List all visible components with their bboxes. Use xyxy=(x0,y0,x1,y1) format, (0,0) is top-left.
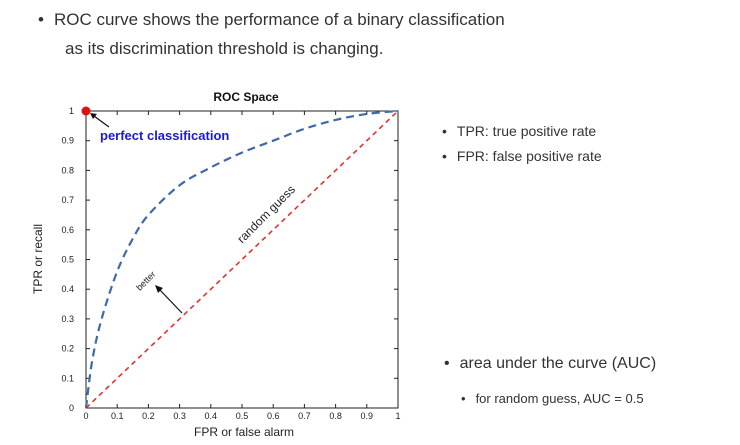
x-tick-label: 0.7 xyxy=(298,411,311,421)
perfect-arrow-shaft xyxy=(93,115,110,128)
x-tick-label: 0.3 xyxy=(173,411,186,421)
better-arrow-head xyxy=(155,285,163,293)
random-guess-line xyxy=(85,110,399,409)
auc-title: • area under the curve (AUC) xyxy=(444,355,656,373)
y-tick-label: 0.7 xyxy=(61,195,74,205)
x-tick-label: 0.1 xyxy=(111,411,124,421)
perfect-point xyxy=(81,106,91,116)
roc-curve-line xyxy=(84,109,399,409)
x-tick-label: 0.5 xyxy=(236,411,249,421)
y-tick-label: 0.8 xyxy=(61,165,74,175)
bullet-dot: • xyxy=(442,123,447,139)
x-axis-label: FPR or false alarm xyxy=(194,425,294,439)
y-tick-label: 0.3 xyxy=(61,314,74,324)
perfect-arrow-head xyxy=(90,113,97,119)
x-tick-label: 0.2 xyxy=(142,411,155,421)
intro-text-1: ROC curve shows the performance of a bin… xyxy=(53,10,505,29)
y-axis-label: TPR or recall xyxy=(31,224,45,294)
x-tick-label: 0.6 xyxy=(267,411,280,421)
side-note-fpr: • FPR: false positive rate xyxy=(442,148,602,164)
y-tick-label: 0.2 xyxy=(61,344,74,354)
bullet-dot: • xyxy=(444,355,450,372)
x-tick-label: 0 xyxy=(83,411,88,421)
intro-line-1: • ROC curve shows the performance of a bi… xyxy=(38,10,505,30)
y-tick-label: 0 xyxy=(69,403,74,413)
y-tick-label: 0.6 xyxy=(61,225,74,235)
better-arrow-shaft xyxy=(158,288,183,314)
perfect-classification-label: perfect classification xyxy=(100,128,229,143)
x-tick-label: 1 xyxy=(395,411,400,421)
bullet-dot: • xyxy=(442,148,447,164)
better-label: better xyxy=(134,269,157,292)
x-tick-label: 0.9 xyxy=(361,411,374,421)
auc-sub: • for random guess, AUC = 0.5 xyxy=(461,391,644,406)
y-tick-label: 0.9 xyxy=(61,136,74,146)
x-tick-label: 0.4 xyxy=(205,411,218,421)
intro-line-2: as its discrimination threshold is chang… xyxy=(65,39,384,58)
y-tick-label: 1 xyxy=(69,106,74,116)
y-tick-label: 0.5 xyxy=(61,255,74,265)
side-note-tpr: • TPR: true positive rate xyxy=(442,123,596,139)
bullet-dot: • xyxy=(38,10,44,29)
auc-title-text: area under the curve (AUC) xyxy=(459,355,657,372)
side-note-tpr-text: TPR: true positive rate xyxy=(456,123,597,139)
side-note-fpr-text: FPR: false positive rate xyxy=(456,148,602,164)
auc-sub-text: for random guess, AUC = 0.5 xyxy=(475,391,644,406)
y-tick-label: 0.4 xyxy=(61,284,74,294)
random-guess-label: random guess xyxy=(234,182,298,246)
chart-title: ROC Space xyxy=(213,90,279,104)
y-tick-label: 0.1 xyxy=(61,373,74,383)
x-tick-label: 0.8 xyxy=(329,411,342,421)
bullet-dot: • xyxy=(461,391,466,406)
